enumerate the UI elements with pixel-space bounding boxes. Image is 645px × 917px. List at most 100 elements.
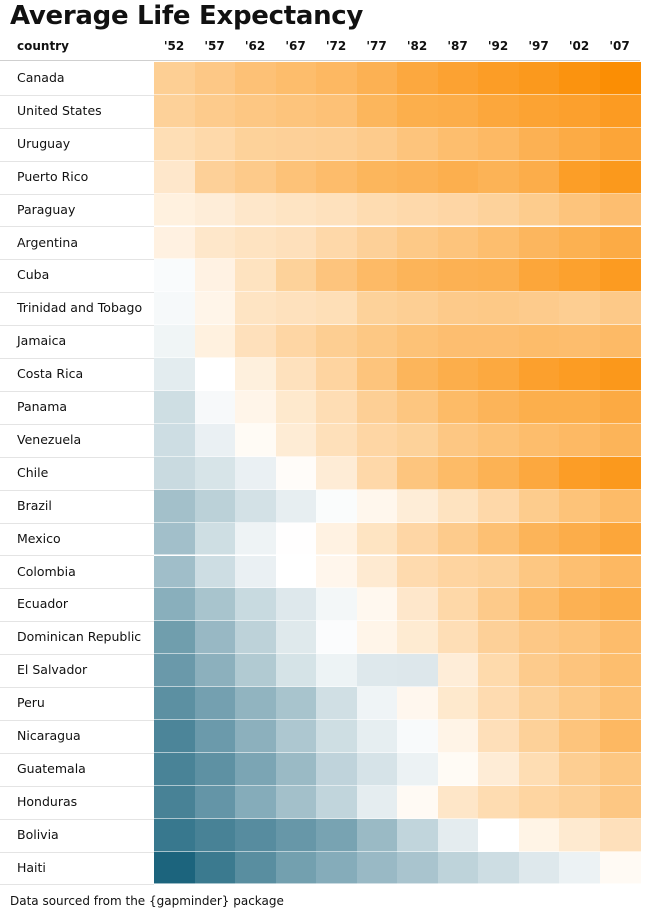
country-name: United States bbox=[17, 102, 102, 118]
heatmap-cell bbox=[437, 325, 479, 359]
heatmap-cell bbox=[437, 785, 479, 819]
heatmap-cell bbox=[316, 292, 358, 326]
heatmap-cell bbox=[275, 358, 317, 391]
heatmap-cell bbox=[559, 62, 601, 95]
heatmap-cell bbox=[478, 292, 520, 326]
heatmap-cell bbox=[518, 358, 560, 391]
heatmap-cell bbox=[599, 654, 641, 688]
heatmap-cell bbox=[275, 489, 317, 523]
heatmap-cell bbox=[478, 193, 520, 227]
heatmap-cell bbox=[194, 292, 236, 326]
country-row-label: Panama bbox=[0, 391, 154, 425]
heatmap-cell bbox=[316, 391, 358, 424]
heatmap-cell bbox=[518, 654, 560, 688]
heatmap-cell bbox=[356, 621, 398, 655]
heatmap-cell bbox=[599, 555, 641, 589]
heatmap-cell bbox=[235, 785, 277, 819]
heatmap-cell bbox=[194, 94, 236, 128]
heatmap-cell bbox=[154, 851, 196, 885]
heatmap-cell bbox=[559, 358, 601, 391]
heatmap-cell bbox=[235, 621, 277, 655]
heatmap-cell bbox=[437, 621, 479, 655]
country-row-label: Paraguay bbox=[0, 194, 154, 228]
country-name: Ecuador bbox=[17, 596, 69, 612]
heatmap-cell bbox=[599, 62, 641, 95]
heatmap-cell bbox=[599, 687, 641, 720]
heatmap-cell bbox=[599, 752, 641, 786]
heatmap-cell bbox=[316, 259, 358, 293]
year-column-header: '07 bbox=[609, 39, 630, 53]
heatmap-cell bbox=[478, 62, 520, 95]
country-name: El Salvador bbox=[17, 662, 88, 678]
heatmap-cell bbox=[559, 259, 601, 293]
country-name: Bolivia bbox=[17, 826, 59, 842]
heatmap-cell bbox=[559, 785, 601, 819]
heatmap-cell bbox=[154, 226, 196, 260]
heatmap-cell bbox=[518, 94, 560, 128]
heatmap-cell bbox=[235, 456, 277, 490]
heatmap-cell bbox=[316, 555, 358, 589]
heatmap-cell bbox=[599, 588, 641, 622]
country-row-label: Guatemala bbox=[0, 753, 154, 787]
heatmap-cell bbox=[559, 160, 601, 194]
country-name: Argentina bbox=[17, 234, 78, 250]
heatmap-cell bbox=[194, 160, 236, 194]
country-row-label: Costa Rica bbox=[0, 358, 154, 392]
heatmap-cell bbox=[478, 127, 520, 161]
heatmap-cell bbox=[559, 423, 601, 457]
heatmap-cell bbox=[478, 687, 520, 720]
heatmap-cell bbox=[275, 654, 317, 688]
heatmap-cell bbox=[559, 818, 601, 852]
country-name: Panama bbox=[17, 399, 68, 414]
country-name: Nicaragua bbox=[17, 728, 81, 743]
heatmap-cell bbox=[316, 720, 358, 753]
heatmap-cell bbox=[194, 456, 236, 490]
heatmap-cell bbox=[478, 654, 520, 688]
heatmap-cell bbox=[316, 588, 358, 622]
country-row-label: Jamaica bbox=[0, 325, 154, 360]
heatmap-cell bbox=[275, 522, 317, 556]
heatmap-cell bbox=[275, 160, 317, 194]
heatmap-cell bbox=[275, 325, 317, 359]
heatmap-cell bbox=[518, 259, 560, 293]
heatmap-cell bbox=[518, 555, 560, 589]
heatmap-cell bbox=[235, 423, 277, 457]
heatmap-cell bbox=[194, 62, 236, 95]
heatmap-cell bbox=[356, 752, 398, 786]
heatmap-cell bbox=[599, 127, 641, 161]
heatmap-cell bbox=[316, 785, 358, 819]
year-column-header: '52 bbox=[163, 39, 185, 53]
country-name: Colombia bbox=[17, 563, 76, 579]
heatmap-cell bbox=[599, 325, 641, 359]
heatmap-cell bbox=[478, 752, 520, 786]
heatmap-cell bbox=[154, 489, 196, 523]
heatmap-cell bbox=[194, 489, 236, 523]
heatmap-cell bbox=[437, 62, 479, 95]
country-name: Haiti bbox=[17, 859, 46, 875]
country-row-label: Trinidad and Tobago bbox=[0, 292, 154, 327]
heatmap-cell bbox=[559, 555, 601, 589]
heatmap-cell bbox=[356, 522, 398, 556]
heatmap-cell bbox=[559, 292, 601, 326]
heatmap-cell bbox=[397, 851, 439, 885]
country-row-label: Cuba bbox=[0, 259, 154, 294]
heatmap-cell bbox=[559, 522, 601, 556]
heatmap-cell bbox=[356, 160, 398, 194]
heatmap-cell bbox=[518, 325, 560, 359]
heatmap-cell bbox=[356, 226, 398, 260]
country-row-label: Haiti bbox=[0, 852, 154, 886]
country-name: Canada bbox=[17, 70, 65, 85]
heatmap-cell bbox=[235, 687, 277, 720]
year-column-header: '97 bbox=[528, 39, 549, 53]
heatmap-cell bbox=[397, 588, 439, 622]
heatmap-cell bbox=[478, 358, 520, 391]
heatmap-cell bbox=[559, 226, 601, 260]
heatmap-cell bbox=[397, 785, 439, 819]
heatmap-cell bbox=[518, 391, 560, 424]
heatmap-cell bbox=[397, 325, 439, 359]
heatmap-cell bbox=[437, 851, 479, 885]
heatmap-cell bbox=[559, 654, 601, 688]
year-column-header: '82 bbox=[406, 39, 428, 53]
heatmap-cell bbox=[397, 226, 439, 260]
heatmap-cell bbox=[316, 193, 358, 227]
